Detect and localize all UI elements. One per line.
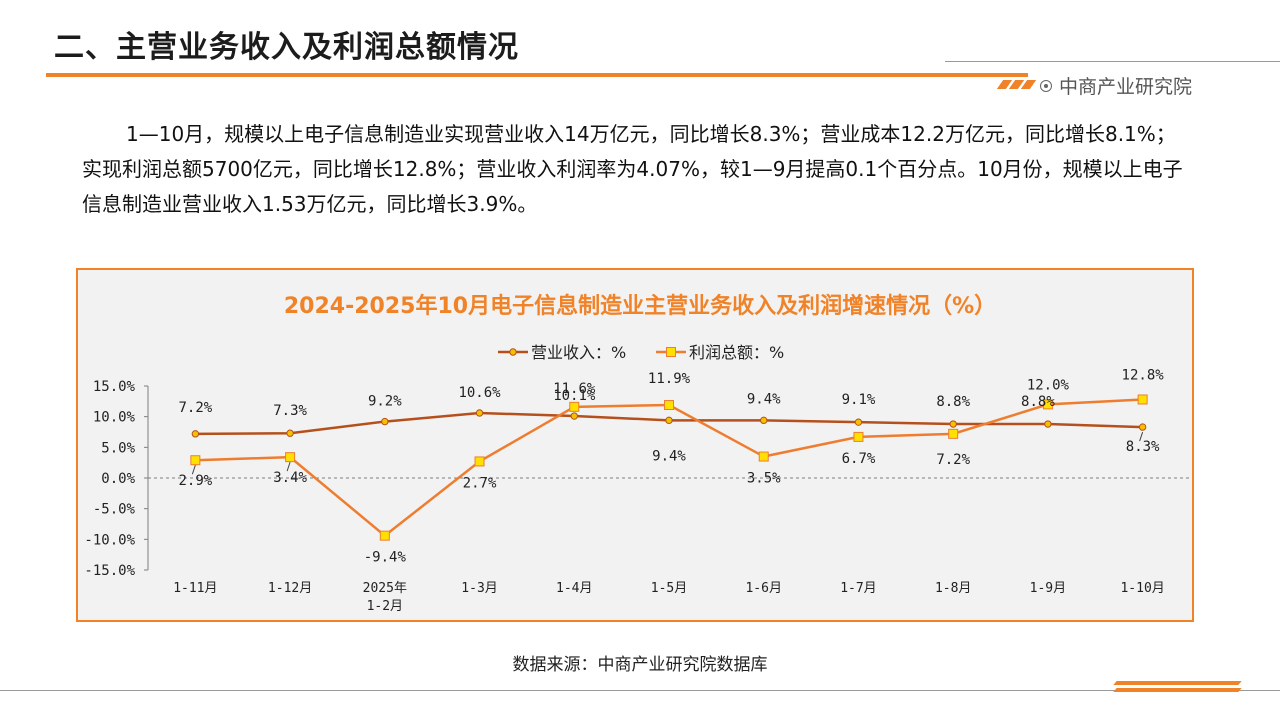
profit-point: [853, 431, 864, 442]
legend-profit-marker: [666, 347, 676, 357]
revenue-data-label: 8.3%: [1126, 439, 1160, 455]
x-tick-label: 1-9月: [1030, 581, 1066, 596]
profit-point: [379, 530, 390, 541]
profit-data-label: 3.5%: [747, 471, 781, 487]
summary-paragraph: 1—10月，规模以上电子信息制造业实现营业收入14万亿元，同比增长8.3%；营业…: [82, 122, 1183, 216]
revenue-data-label: 7.2%: [179, 400, 213, 416]
profit-point: [948, 428, 959, 439]
y-tick-label: -5.0%: [93, 502, 136, 518]
x-tick-label: 1-8月: [935, 581, 971, 596]
revenue-point: [949, 420, 957, 428]
revenue-data-label: 9.1%: [842, 392, 876, 408]
profit-point: [758, 451, 769, 462]
revenue-data-label: 10.6%: [458, 385, 501, 401]
x-tick-label: 1-4月: [556, 581, 592, 596]
revenue-point: [570, 412, 578, 420]
revenue-point: [475, 409, 484, 417]
y-tick-label: 15.0%: [93, 379, 136, 395]
y-tick-label: -15.0%: [84, 563, 135, 579]
x-tick-label: 1-12月: [268, 581, 312, 596]
profit-data-label: 2.9%: [179, 473, 213, 489]
header-divider: [945, 61, 1280, 62]
brand-name: 中商产业研究院: [1059, 76, 1193, 98]
revenue-data-label: 7.3%: [273, 403, 307, 419]
x-tick-label: 1-3月: [461, 581, 497, 596]
revenue-point: [1044, 420, 1052, 428]
profit-data-label: -9.4%: [364, 550, 407, 566]
page-title: 二、主营业务收入及利润总额情况: [54, 30, 519, 65]
y-tick-label: 0.0%: [101, 471, 135, 487]
brand-logo: 中商产业研究院: [1040, 72, 1192, 99]
revenue-point: [854, 418, 863, 426]
revenue-data-label: 9.4%: [747, 391, 781, 407]
data-source: 数据来源：中商产业研究院数据库: [512, 655, 768, 675]
profit-point: [664, 400, 674, 411]
x-tick-label: 1-7月: [840, 581, 876, 596]
profit-point: [285, 452, 296, 463]
profit-data-label: 12.8%: [1122, 367, 1165, 383]
revenue-point: [665, 416, 673, 425]
x-tick-label: 1-11月: [173, 581, 217, 596]
revenue-data-label: 8.8%: [1021, 394, 1055, 410]
revenue-data-label: 9.4%: [652, 448, 686, 464]
x-tick-label: 1-6月: [745, 581, 781, 596]
revenue-point: [191, 430, 200, 438]
chart-title: 2024-2025年10月电子信息制造业主营业务收入及利润增速情况（%）: [283, 294, 997, 319]
legend-revenue-label: 营业收入：%: [531, 343, 626, 362]
profit-point: [190, 455, 201, 466]
footer-divider: [0, 690, 1280, 691]
title-underline: [46, 73, 1028, 77]
label-leader-line: [1139, 431, 1144, 442]
profit-data-label: 2.7%: [463, 475, 497, 491]
profit-data-label: 3.4%: [273, 470, 307, 486]
profit-point: [1042, 399, 1053, 410]
revenue-point: [381, 417, 389, 426]
x-tick-label: 1-2月: [367, 599, 403, 614]
revenue-point: [1138, 423, 1147, 431]
x-tick-label: 1-10月: [1120, 581, 1164, 596]
footer-stripes: [1113, 681, 1242, 695]
legend-profit-label: 利润总额：%: [689, 343, 784, 362]
profit-data-label: 6.7%: [842, 451, 876, 467]
revenue-data-label: 10.1%: [553, 388, 596, 404]
profit-data-label: 7.2%: [936, 452, 970, 468]
profit-data-label: 11.9%: [648, 371, 691, 387]
profit-data-label: 12.0%: [1027, 377, 1070, 393]
profit-point: [1137, 394, 1148, 405]
target-icon: [1040, 80, 1052, 92]
y-tick-label: 10.0%: [93, 410, 136, 426]
y-tick-label: 5.0%: [101, 440, 135, 456]
x-tick-label: 1-5月: [651, 581, 687, 596]
revenue-data-label: 8.8%: [936, 394, 970, 410]
label-leader-line: [191, 465, 196, 475]
revenue-point: [760, 416, 768, 425]
label-leader-line: [286, 461, 291, 472]
profit-point: [569, 401, 580, 412]
profit-point: [474, 456, 485, 467]
revenue-data-label: 9.2%: [368, 394, 402, 410]
profit-data-label: 11.6%: [553, 381, 596, 397]
y-tick-label: -10.0%: [84, 532, 135, 548]
revenue-point: [286, 429, 294, 437]
legend-revenue-marker: [509, 348, 517, 356]
chart-frame: [76, 268, 1194, 622]
x-tick-label: 2025年: [363, 581, 407, 596]
